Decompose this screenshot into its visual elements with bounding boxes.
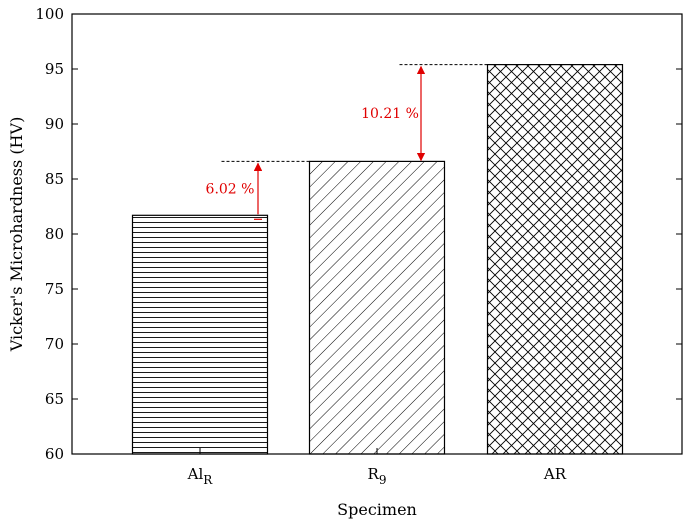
bar-3 [486, 63, 624, 455]
x-tick-label: R9 [368, 465, 387, 487]
y-tick-label: 90 [45, 115, 64, 133]
y-axis: 60 65 70 75 80 85 90 95 100 [35, 5, 682, 463]
y-axis-title: Vicker's Microhardness (HV) [7, 117, 26, 353]
x-axis: AlR R9 AR [187, 448, 567, 487]
y-tick-label: 75 [45, 280, 64, 298]
percent-increase-label: 10.21 % [361, 106, 419, 122]
bar-1 [131, 214, 269, 455]
y-tick-label: 85 [45, 170, 64, 188]
annotations-layer: 6.02 % 10.21 % [206, 64, 488, 220]
x-tick-label: AlR [187, 465, 214, 487]
percent-increase-label: 6.02 % [206, 181, 255, 197]
bars-layer [131, 63, 624, 455]
y-tick-label: 100 [35, 5, 64, 23]
y-tick-label: 60 [45, 445, 64, 463]
y-tick-label: 70 [45, 335, 64, 353]
y-tick-label: 80 [45, 225, 64, 243]
bar-2 [308, 160, 446, 455]
x-axis-title: Specimen [337, 500, 417, 519]
y-tick-label: 65 [45, 390, 64, 408]
y-tick-label: 95 [45, 60, 64, 78]
x-tick-label: AR [543, 465, 567, 483]
